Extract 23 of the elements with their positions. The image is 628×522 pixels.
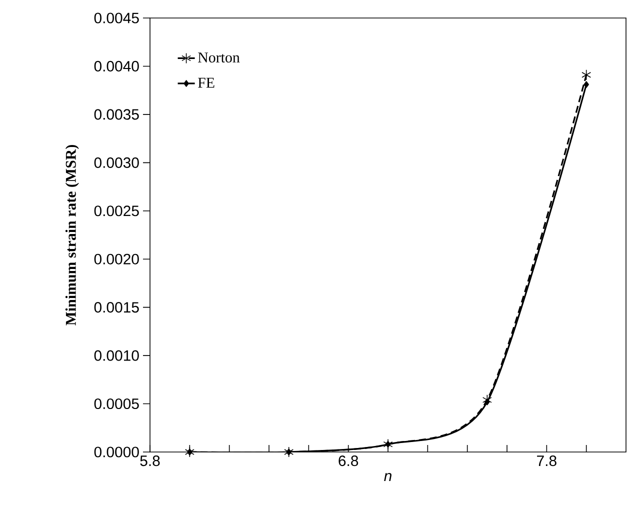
point: [582, 70, 592, 80]
y-tick-label: 0.0020: [94, 254, 139, 264]
y-tick-label: 0.0040: [94, 60, 139, 72]
y-tick-label: 0.0000: [94, 446, 139, 458]
point: [482, 394, 492, 406]
x-tick-label: 5.8: [140, 456, 160, 466]
y-tick-label: 0.0035: [94, 109, 139, 120]
y-tick-label: 0.0015: [94, 302, 139, 313]
point: [187, 448, 192, 456]
x-tick-label: 7.8: [537, 456, 556, 466]
legend-label: Norton: [198, 52, 240, 62]
point: [584, 81, 589, 88]
point: [184, 446, 194, 458]
x-tick-label: 6.8: [338, 456, 358, 466]
point: [484, 398, 490, 406]
y-tick-label: 0.0045: [94, 12, 139, 24]
y-tick-label: 0.0005: [94, 398, 139, 410]
y-axis-title: Minimum strain rate (MSR): [65, 144, 79, 326]
y-tick-label: 0.0030: [94, 157, 139, 168]
x-axis-title: n: [384, 472, 392, 481]
y-tick-label: 0.0010: [94, 350, 139, 361]
legend-label: FE: [198, 78, 214, 88]
y-tick-label: 0.0025: [94, 206, 139, 216]
